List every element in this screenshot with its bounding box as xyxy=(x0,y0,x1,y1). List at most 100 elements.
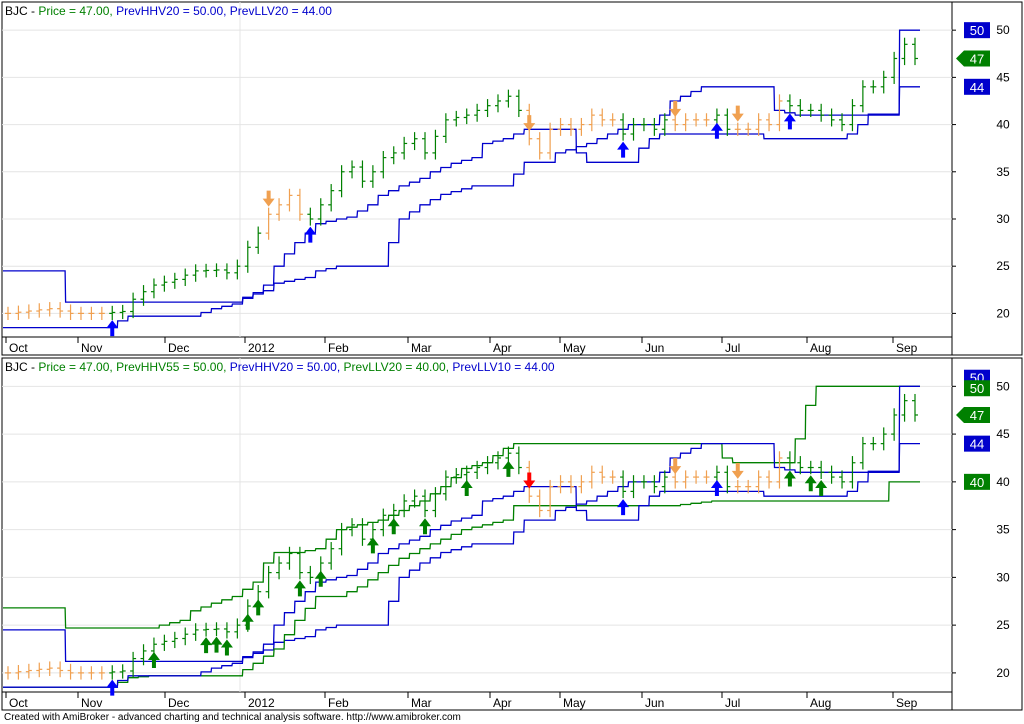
series-line-hhv55 xyxy=(3,385,920,629)
price-bar xyxy=(661,113,668,136)
value-badge: 47 xyxy=(956,50,990,67)
price-bar xyxy=(338,165,345,198)
buy-signal-arrow xyxy=(147,651,160,668)
price-bar xyxy=(515,89,522,118)
price-bar xyxy=(453,468,460,484)
price-bar xyxy=(67,304,74,321)
buy-signal-arrow xyxy=(783,113,796,130)
price-bar xyxy=(776,94,783,132)
price-bar xyxy=(797,456,804,475)
value-badge: 44 xyxy=(964,435,990,452)
price-bar xyxy=(859,436,866,470)
y-tick-label: 45 xyxy=(996,427,1010,441)
buy-signal-arrow xyxy=(304,226,317,243)
value-badge-label: 50 xyxy=(970,23,984,38)
price-bar xyxy=(338,522,345,556)
price-bar xyxy=(745,122,752,136)
y-tick-label: 40 xyxy=(996,475,1010,489)
x-tick-label: Jul xyxy=(725,341,740,355)
chart-title-part: Price = 47.00, xyxy=(38,4,116,18)
price-bar xyxy=(88,306,95,321)
price-bar xyxy=(693,470,700,484)
buy-signal-arrow xyxy=(366,537,379,554)
price-bar xyxy=(380,508,387,537)
price-bar xyxy=(693,113,700,127)
price-bar xyxy=(557,117,564,136)
price-bar xyxy=(140,644,147,666)
price-bar xyxy=(609,470,616,484)
value-badge-label: 40 xyxy=(970,475,984,490)
price-bar xyxy=(46,302,53,317)
buy-signal-arrow xyxy=(617,141,630,158)
value-badge: 47 xyxy=(956,406,990,423)
y-tick-label: 35 xyxy=(996,165,1010,179)
y-tick-label: 20 xyxy=(996,306,1010,320)
x-tick-label: Sep xyxy=(896,696,918,710)
price-bar xyxy=(849,456,856,489)
x-tick-label: Mar xyxy=(411,341,432,355)
price-bar xyxy=(786,94,793,113)
price-bar xyxy=(891,408,898,441)
price-bar xyxy=(67,663,74,680)
price-bar xyxy=(296,546,303,580)
x-tick-label: Jun xyxy=(645,696,664,710)
price-bar xyxy=(88,666,95,680)
price-bar xyxy=(870,436,877,451)
x-tick-label: Aug xyxy=(810,696,831,710)
price-bar xyxy=(599,108,606,127)
price-bar xyxy=(859,80,866,113)
price-bar xyxy=(755,470,762,494)
price-bar xyxy=(203,263,210,278)
buy-signal-arrow xyxy=(293,580,306,597)
value-badge-label: 47 xyxy=(970,408,984,423)
y-tick-label: 50 xyxy=(996,379,1010,393)
price-bar xyxy=(411,132,418,151)
sell-signal-arrow xyxy=(669,100,682,117)
price-bar xyxy=(474,460,481,479)
price-bar xyxy=(682,470,689,489)
price-bar xyxy=(453,110,460,127)
price-bar xyxy=(766,113,773,132)
price-bar xyxy=(849,99,856,132)
buy-signal-arrow xyxy=(460,480,473,497)
price-bar xyxy=(818,103,825,122)
price-bar xyxy=(244,240,251,273)
price-bar xyxy=(442,470,449,501)
price-bar xyxy=(5,306,11,321)
price-bar xyxy=(474,103,481,122)
price-bar xyxy=(703,113,710,127)
buy-signal-arrow xyxy=(220,639,233,656)
price-bar xyxy=(651,475,658,494)
price-bar xyxy=(745,479,752,494)
chart-title-part: PrevHHV55 = 50.00, xyxy=(116,360,230,374)
x-tick-label: Dec xyxy=(168,696,189,710)
price-bar xyxy=(109,305,116,321)
value-badge-shape xyxy=(964,380,990,397)
price-bar xyxy=(171,272,178,289)
price-bar xyxy=(286,546,293,570)
price-bar xyxy=(171,631,178,649)
buy-signal-arrow xyxy=(241,613,254,630)
price-bar xyxy=(276,556,283,580)
price-bar xyxy=(265,565,272,599)
x-tick-label: May xyxy=(563,341,586,355)
price-bar xyxy=(98,666,105,680)
buy-signal-arrow xyxy=(252,599,265,616)
sell-signal-arrow xyxy=(731,105,744,122)
price-bar xyxy=(912,37,918,66)
chart-panel-2: 20 25 30 35 40 45 50 Oct Nov Dec 2012 Feb Mar Apr May J… xyxy=(1,357,1023,711)
price-bar xyxy=(870,80,877,94)
price-bar xyxy=(567,117,574,136)
price-bar xyxy=(98,306,105,321)
buy-signal-arrow xyxy=(804,475,817,492)
price-bar xyxy=(786,451,793,470)
price-bar xyxy=(839,470,846,489)
value-badge-label: 44 xyxy=(970,437,984,452)
price-bar xyxy=(380,151,387,179)
chart-title-part: Price = 47.00, xyxy=(38,360,116,374)
sell-signal-arrow xyxy=(523,472,536,489)
price-bar xyxy=(703,470,710,484)
price-bar xyxy=(286,188,293,212)
price-bar xyxy=(828,108,835,127)
y-tick-label: 25 xyxy=(996,259,1010,273)
